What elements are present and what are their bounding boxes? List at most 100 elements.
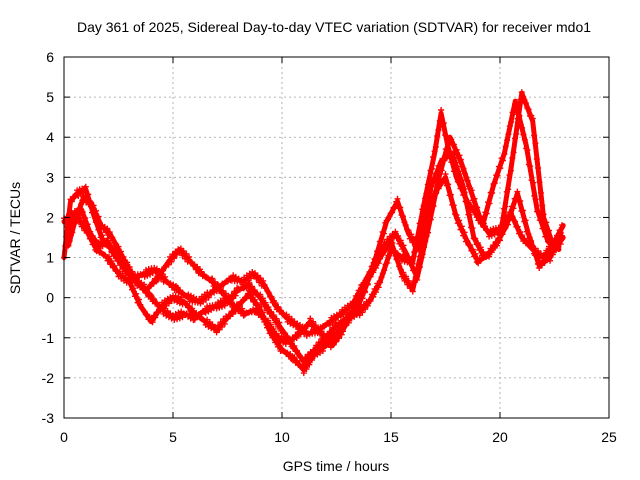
data-point-marker bbox=[259, 309, 266, 316]
data-point-marker bbox=[106, 229, 113, 236]
data-point-marker bbox=[370, 293, 377, 300]
data-point-marker bbox=[543, 219, 550, 226]
data-point-marker bbox=[433, 190, 439, 197]
data-point-marker bbox=[469, 246, 476, 253]
data-point-marker bbox=[438, 160, 445, 167]
data-point-marker bbox=[442, 171, 449, 178]
data-point-marker bbox=[463, 174, 470, 181]
x-axis-label: GPS time / hours bbox=[283, 458, 390, 474]
data-point-marker bbox=[408, 282, 415, 289]
data-point-marker bbox=[270, 312, 277, 319]
data-point-marker bbox=[133, 290, 140, 297]
data-point-marker bbox=[182, 255, 188, 262]
data-point-marker bbox=[157, 272, 164, 279]
data-point-marker bbox=[99, 232, 105, 239]
data-point-marker bbox=[64, 224, 71, 231]
data-point-marker bbox=[84, 221, 91, 228]
data-point-marker bbox=[445, 181, 452, 188]
data-point-marker bbox=[148, 292, 155, 299]
data-point-marker bbox=[209, 275, 216, 282]
data-point-marker bbox=[510, 149, 517, 156]
data-point-marker bbox=[246, 287, 253, 294]
y-tick-label: 0 bbox=[46, 290, 54, 306]
data-point-marker bbox=[519, 124, 526, 131]
data-point-marker bbox=[300, 327, 307, 334]
data-point-marker bbox=[531, 192, 538, 199]
data-point-marker bbox=[460, 165, 467, 172]
data-point-marker bbox=[247, 275, 254, 282]
data-point-marker bbox=[306, 361, 313, 368]
plot-frame bbox=[63, 56, 610, 419]
data-point-marker bbox=[431, 177, 438, 184]
data-point-marker bbox=[386, 252, 393, 259]
data-point-marker bbox=[351, 310, 358, 317]
data-point-marker bbox=[297, 331, 304, 338]
data-point-marker bbox=[539, 202, 546, 209]
data-point-marker bbox=[293, 335, 300, 341]
data-point-marker bbox=[516, 112, 523, 119]
x-tick-label: 10 bbox=[274, 429, 290, 445]
data-point-marker bbox=[529, 115, 536, 122]
data-point-marker bbox=[464, 238, 471, 244]
data-point-marker bbox=[549, 251, 556, 258]
data-point-marker bbox=[370, 269, 377, 276]
data-point-marker bbox=[310, 318, 317, 325]
data-point-marker bbox=[249, 292, 255, 299]
data-point-marker bbox=[406, 256, 412, 262]
data-point-marker bbox=[239, 305, 246, 312]
data-point-marker bbox=[397, 266, 404, 273]
data-point-marker bbox=[274, 343, 281, 350]
data-series bbox=[61, 89, 566, 377]
data-point-marker bbox=[392, 248, 399, 255]
data-point-marker bbox=[178, 294, 185, 301]
data-point-marker bbox=[458, 223, 465, 230]
data-point-marker bbox=[144, 311, 151, 318]
data-point-marker bbox=[514, 188, 521, 195]
data-point-marker bbox=[375, 284, 382, 291]
data-point-marker bbox=[315, 339, 322, 346]
data-point-marker bbox=[441, 175, 448, 182]
data-point-marker bbox=[557, 241, 564, 248]
data-point-marker bbox=[268, 293, 275, 300]
data-point-marker bbox=[259, 295, 266, 302]
data-point-marker bbox=[167, 280, 174, 287]
data-point-marker bbox=[258, 312, 265, 319]
data-point-marker bbox=[149, 319, 156, 326]
data-point-marker bbox=[86, 198, 93, 204]
data-point-marker bbox=[530, 245, 537, 252]
data-point-marker bbox=[261, 318, 268, 325]
data-point-marker bbox=[124, 259, 131, 266]
y-tick-label: 5 bbox=[46, 89, 54, 105]
data-point-marker bbox=[240, 312, 247, 319]
y-tick-label: 4 bbox=[46, 129, 54, 145]
data-point-marker bbox=[395, 233, 402, 239]
data-point-marker bbox=[330, 336, 337, 343]
y-tick-label: 1 bbox=[46, 250, 54, 266]
data-point-marker bbox=[106, 253, 112, 260]
data-point-marker bbox=[420, 238, 427, 245]
data-point-marker bbox=[535, 165, 542, 171]
data-point-marker bbox=[505, 186, 512, 193]
data-point-marker bbox=[160, 267, 167, 274]
data-point-marker bbox=[469, 225, 476, 232]
data-point-marker bbox=[268, 308, 275, 315]
data-point-marker bbox=[474, 204, 481, 211]
data-point-marker bbox=[330, 341, 337, 348]
data-point-marker bbox=[486, 200, 493, 207]
data-point-marker bbox=[486, 253, 493, 260]
data-point-marker bbox=[104, 235, 111, 242]
data-point-marker bbox=[347, 311, 354, 318]
data-point-marker bbox=[91, 238, 97, 245]
data-point-marker bbox=[261, 282, 268, 288]
data-point-marker bbox=[525, 106, 532, 113]
data-point-marker bbox=[312, 322, 319, 329]
data-point-marker bbox=[175, 293, 182, 300]
data-point-marker bbox=[273, 315, 280, 322]
data-point-marker bbox=[400, 269, 407, 276]
data-point-marker bbox=[506, 172, 513, 179]
data-point-marker bbox=[148, 316, 155, 322]
data-point-marker bbox=[499, 220, 506, 227]
data-point-marker bbox=[334, 330, 341, 337]
data-point-marker bbox=[232, 292, 239, 299]
data-point-marker bbox=[109, 234, 116, 241]
